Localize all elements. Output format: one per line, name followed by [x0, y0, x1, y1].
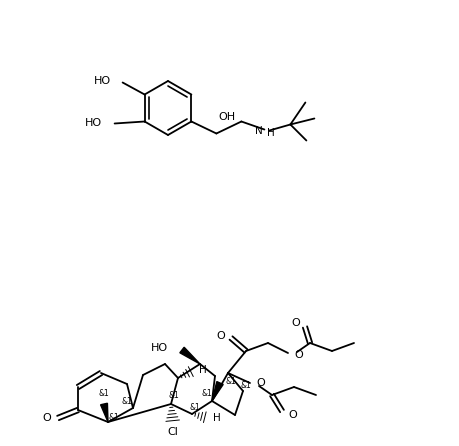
Text: &1: &1: [201, 388, 212, 397]
Text: HO: HO: [151, 343, 168, 353]
Text: O: O: [42, 413, 51, 423]
Text: &1: &1: [121, 397, 132, 406]
Text: &1: &1: [168, 392, 179, 401]
Text: &1: &1: [240, 380, 251, 389]
Text: OH: OH: [218, 112, 235, 121]
Text: &1: &1: [189, 404, 200, 413]
Text: &1: &1: [225, 376, 236, 385]
Text: N: N: [254, 127, 262, 136]
Text: O: O: [256, 378, 264, 388]
Text: Cl: Cl: [167, 427, 178, 437]
Polygon shape: [179, 347, 200, 364]
Polygon shape: [212, 382, 223, 401]
Text: O: O: [287, 410, 296, 420]
Text: O: O: [291, 318, 299, 328]
Text: &1: &1: [108, 413, 119, 421]
Text: H: H: [199, 365, 206, 375]
Polygon shape: [101, 403, 108, 422]
Text: HO: HO: [93, 75, 110, 86]
Text: &1: &1: [98, 389, 109, 398]
Text: O: O: [216, 331, 224, 341]
Text: H: H: [267, 128, 274, 137]
Text: H: H: [213, 413, 220, 423]
Text: HO: HO: [84, 119, 101, 128]
Text: O: O: [293, 350, 302, 360]
